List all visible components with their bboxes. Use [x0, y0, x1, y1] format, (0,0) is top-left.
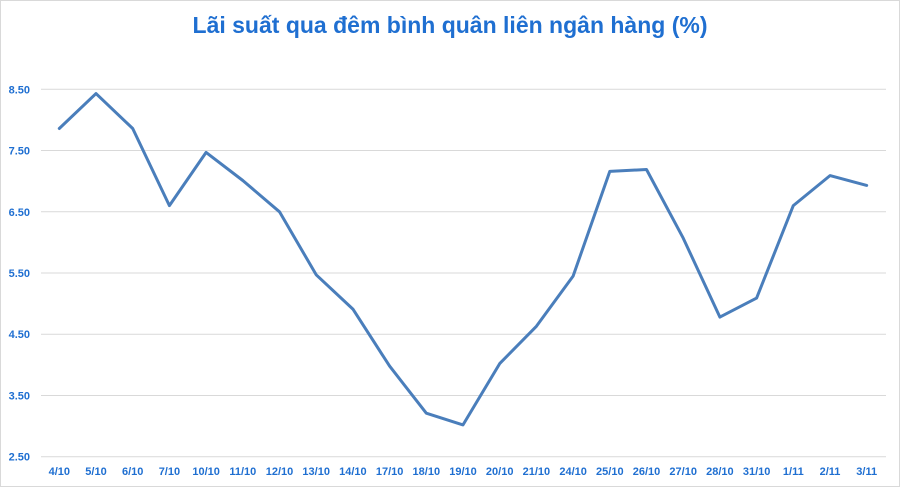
- x-tick-label: 18/10: [413, 466, 441, 478]
- x-tick-label: 31/10: [743, 466, 771, 478]
- x-tick-label: 17/10: [376, 466, 404, 478]
- y-tick-label: 5.50: [9, 268, 30, 280]
- series-line: [57, 92, 869, 427]
- x-tick-label: 2/11: [820, 466, 841, 478]
- x-tick-label: 10/10: [192, 466, 220, 478]
- x-tick-label: 21/10: [523, 466, 551, 478]
- y-tick-label: 2.50: [9, 452, 30, 464]
- x-tick-label: 1/11: [783, 466, 804, 478]
- x-tick-label: 6/10: [122, 466, 143, 478]
- y-tick-label: 4.50: [9, 329, 30, 341]
- x-tick-label: 25/10: [596, 466, 624, 478]
- y-tick-label: 6.50: [9, 207, 30, 219]
- x-tick-label: 28/10: [706, 466, 734, 478]
- x-tick-label: 24/10: [559, 466, 587, 478]
- x-tick-label: 5/10: [85, 466, 106, 478]
- x-tick-label: 11/10: [229, 466, 256, 478]
- x-tick-label: 26/10: [633, 466, 661, 478]
- chart-title: Lãi suất qua đêm bình quân liên ngân hàn…: [192, 12, 708, 38]
- x-tick-label: 3/11: [856, 466, 877, 478]
- x-tick-label: 19/10: [449, 466, 477, 478]
- y-tick-label: 8.50: [9, 84, 30, 96]
- x-tick-label: 20/10: [486, 466, 514, 478]
- x-tick-label: 12/10: [266, 466, 294, 478]
- x-tick-label: 13/10: [302, 466, 330, 478]
- y-tick-label: 3.50: [9, 390, 30, 402]
- x-tick-label: 4/10: [49, 466, 70, 478]
- x-tick-label: 27/10: [669, 466, 697, 478]
- x-tick-label: 14/10: [339, 466, 367, 478]
- x-tick-label: 7/10: [159, 466, 180, 478]
- y-tick-label: 7.50: [9, 146, 30, 158]
